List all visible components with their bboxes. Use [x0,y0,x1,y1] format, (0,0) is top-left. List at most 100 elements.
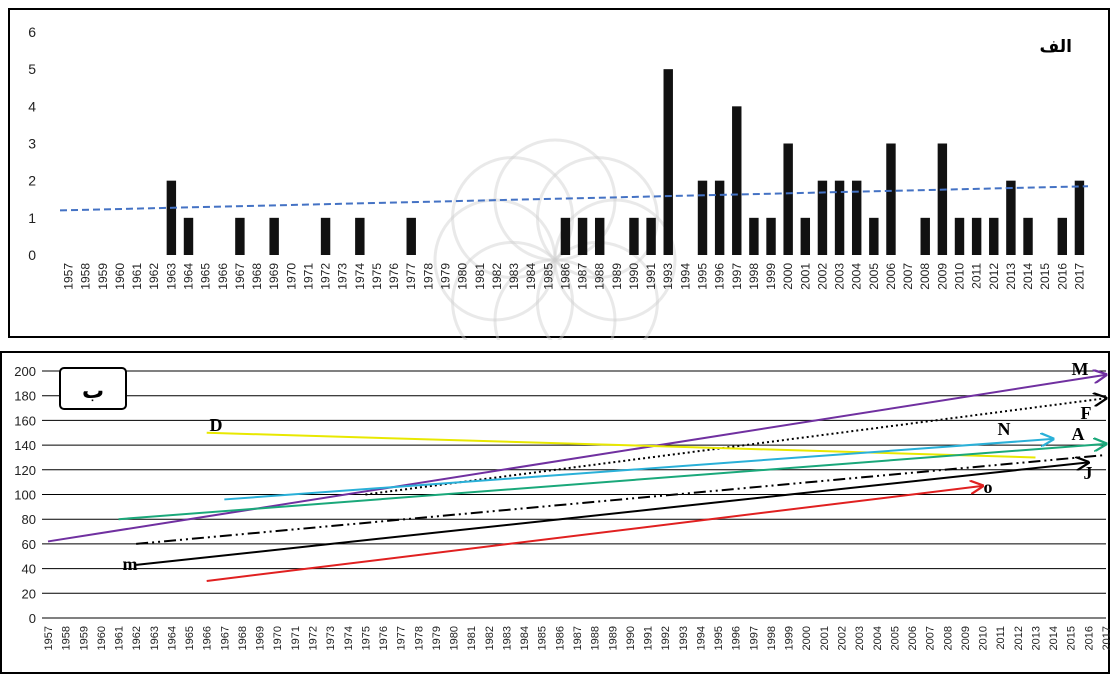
x-tick-label: 2006 [884,263,898,290]
bar-2010 [954,217,965,255]
x-tick-label: 1999 [784,626,796,650]
x-tick-label: 1957 [43,626,55,650]
x-tick-label: 1986 [558,263,572,290]
x-tick-label: 1996 [713,263,727,290]
x-tick-label: 2001 [819,626,831,650]
x-tick-label: 2016 [1083,626,1095,650]
x-tick-label: 1963 [164,263,178,290]
y-tick-label: 3 [28,136,36,152]
x-tick-label: 1965 [199,263,213,290]
x-tick-label: 2017 [1101,626,1110,650]
x-tick-label: 1989 [610,263,624,290]
bar-2006 [886,143,896,255]
x-tick-label: 2017 [1072,263,1086,290]
x-tick-label: 1967 [233,263,247,290]
x-tick-label: 1988 [590,626,602,650]
x-tick-label: 2009 [935,263,949,290]
x-tick-label: 1985 [537,626,549,650]
x-tick-label: 1984 [524,263,538,290]
x-tick-label: 1997 [748,626,760,650]
bar-2017 [1074,180,1085,255]
watermark-emblem [433,138,677,340]
x-tick-label: 1997 [730,263,744,290]
x-tick-label: 1989 [607,626,619,650]
x-tick-label: 1978 [421,263,435,290]
x-tick-label: 1982 [484,626,496,650]
series-line-M [47,375,1106,543]
x-tick-label: 2008 [918,263,932,290]
series-line-o [206,486,983,582]
x-tick-label: 2013 [1030,626,1042,650]
series-line-unnamed [136,462,1088,566]
x-tick-label: 1972 [319,263,333,290]
series-line-A [118,444,1106,521]
x-tick-label: 1962 [131,626,143,650]
x-tick-label: 1975 [370,263,384,290]
x-tick-label: 1958 [61,626,73,650]
series-label-o: o [984,477,993,497]
x-tick-label: 1969 [267,263,281,290]
x-tick-label: 1986 [554,626,566,650]
y-tick-label: 160 [14,413,36,428]
x-tick-label: 1964 [166,626,178,650]
x-tick-label: 1998 [747,263,761,290]
series-label-J: J [1084,463,1093,483]
y-tick-label: 100 [14,488,36,503]
x-tick-label: 1987 [576,263,590,290]
bar-2005 [869,217,879,255]
x-tick-label: 1966 [216,263,230,290]
x-tick-label: 2008 [942,626,954,650]
x-tick-label: 1960 [113,263,127,290]
bar-1988 [594,217,605,255]
x-tick-label: 1996 [731,626,743,650]
bar-1996 [714,180,725,255]
x-tick-label: 1971 [290,626,302,650]
series-line-J [136,453,1107,545]
x-tick-label: 2012 [1013,626,1025,650]
x-tick-label: 1974 [343,626,355,650]
x-tick-label: 1970 [272,626,284,650]
x-tick-label: 1983 [507,263,521,290]
y-tick-label: 40 [22,562,36,577]
x-tick-label: 2010 [978,626,990,650]
x-tick-label: 1973 [325,626,337,650]
y-tick-label: 20 [22,586,36,601]
bar-1972 [320,217,331,255]
panel-label-alef: الف [1040,37,1072,57]
bar-2001 [800,217,811,255]
x-tick-label: 1958 [79,263,93,290]
series-label-D: D [210,415,223,435]
x-tick-label: 2001 [798,263,812,290]
bar-1977 [406,217,416,255]
y-tick-label: 4 [28,98,36,114]
x-tick-label: 1987 [572,626,584,650]
x-tick-label: 1981 [473,263,487,290]
x-tick-label: 1990 [625,626,637,650]
y-tick-label: 0 [28,247,36,263]
bar-1987 [577,217,588,255]
x-tick-label: 1969 [255,626,267,650]
bar-1997 [732,106,742,255]
x-tick-label: 2003 [854,626,866,650]
trend-line [59,185,1089,212]
x-tick-label: 1971 [301,263,315,290]
x-tick-label: 2005 [867,263,881,290]
x-tick-label: 1975 [360,626,372,650]
x-tick-label: 2007 [901,263,915,290]
x-tick-label: 1988 [593,263,607,290]
y-tick-label: 140 [14,438,36,453]
x-tick-label: 1998 [766,626,778,650]
bar-2003 [834,180,845,255]
x-tick-label: 1964 [182,263,196,290]
y-tick-label: 80 [22,512,36,527]
x-tick-label: 1993 [661,263,675,290]
y-tick-label: 0 [29,611,36,626]
x-tick-label: 2011 [995,626,1007,650]
x-tick-label: 2006 [907,626,919,650]
bar-1995 [697,180,708,255]
bar-1967 [235,217,245,255]
x-tick-label: 2000 [801,626,813,650]
bar-2008 [920,217,930,255]
x-tick-label: 1972 [308,626,320,650]
